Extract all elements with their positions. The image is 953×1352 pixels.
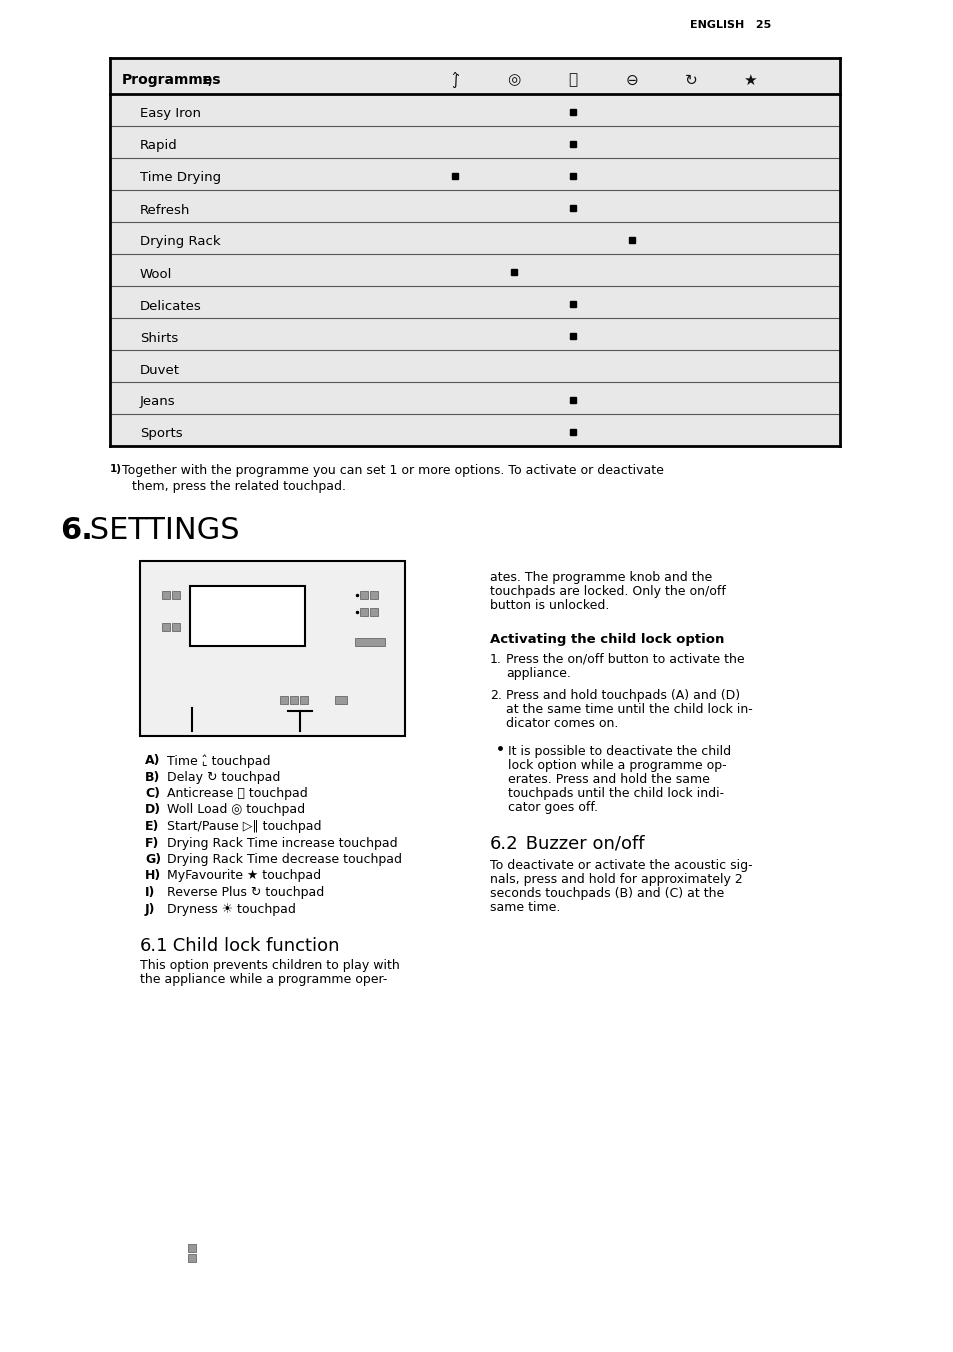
Bar	[110, 58, 840, 446]
Text: touchpads until the child lock indi-: touchpads until the child lock indi-	[507, 787, 723, 800]
Text: 6.2: 6.2	[490, 836, 518, 853]
Text: Delicates: Delicates	[140, 300, 201, 312]
Text: Sports: Sports	[140, 427, 182, 441]
Text: touchpads are locked. Only the on/off: touchpads are locked. Only the on/off	[490, 585, 725, 598]
Bar	[188, 1244, 195, 1252]
Text: G): G)	[145, 853, 161, 867]
Bar	[172, 623, 180, 631]
Text: the appliance while a programme oper-: the appliance while a programme oper-	[140, 973, 387, 986]
Bar	[359, 608, 368, 617]
Text: A): A)	[145, 754, 160, 767]
Bar	[290, 696, 297, 704]
Text: H): H)	[145, 869, 161, 883]
Text: It is possible to deactivate the child: It is possible to deactivate the child	[507, 745, 730, 758]
Text: cator goes off.: cator goes off.	[507, 800, 598, 814]
Text: Easy Iron: Easy Iron	[140, 108, 201, 120]
Text: H: H	[190, 714, 200, 727]
Text: Child lock function: Child lock function	[167, 937, 339, 955]
Text: 1): 1)	[202, 76, 213, 87]
Text: them, press the related touchpad.: them, press the related touchpad.	[132, 480, 346, 493]
Text: F): F)	[145, 837, 159, 849]
Text: Delay ↻ touchpad: Delay ↻ touchpad	[167, 771, 280, 784]
Bar	[162, 623, 170, 631]
Bar	[172, 591, 180, 599]
Text: D: D	[387, 619, 396, 633]
Text: E): E)	[145, 821, 159, 833]
Bar	[370, 608, 377, 617]
Text: Start/Pause ▷‖ touchpad: Start/Pause ▷‖ touchpad	[167, 821, 321, 833]
Text: I): I)	[145, 886, 155, 899]
Text: lock option while a programme op-: lock option while a programme op-	[507, 758, 726, 772]
Text: Buzzer on/off: Buzzer on/off	[519, 836, 644, 853]
Text: Wool: Wool	[140, 268, 172, 280]
Text: seconds touchpads (B) and (C) at the: seconds touchpads (B) and (C) at the	[490, 887, 723, 900]
Text: ◎: ◎	[507, 73, 520, 88]
Text: To deactivate or activate the acoustic sig-: To deactivate or activate the acoustic s…	[490, 859, 752, 872]
Text: 6.1: 6.1	[140, 937, 169, 955]
Bar	[190, 585, 305, 646]
Bar	[140, 561, 405, 735]
Text: C): C)	[145, 787, 160, 800]
Text: 1): 1)	[110, 464, 122, 475]
Text: erates. Press and hold the same: erates. Press and hold the same	[507, 773, 709, 786]
Text: 1.: 1.	[490, 653, 501, 667]
Bar	[299, 696, 308, 704]
Text: MyFavourite ★ touchpad: MyFavourite ★ touchpad	[167, 869, 321, 883]
Text: dicator comes on.: dicator comes on.	[505, 717, 618, 730]
Text: Drying Rack: Drying Rack	[140, 235, 220, 249]
Text: 2.: 2.	[490, 690, 501, 702]
Text: G: G	[285, 714, 294, 727]
Text: Together with the programme you can set 1 or more options. To activate or deacti: Together with the programme you can set …	[122, 464, 663, 477]
Text: C: C	[388, 607, 396, 619]
Text: Time ⌞̂̂̂ touchpad: Time ⌞̂̂̂ touchpad	[167, 754, 271, 768]
Text: button is unlocked.: button is unlocked.	[490, 599, 609, 612]
Text: same time.: same time.	[490, 900, 559, 914]
Text: ∫̂: ∫̂	[451, 72, 458, 88]
Text: B): B)	[145, 771, 160, 784]
Text: I: I	[148, 619, 152, 633]
Text: Programmes: Programmes	[122, 73, 221, 87]
Text: J: J	[148, 589, 152, 603]
Bar	[355, 638, 385, 646]
Bar	[335, 696, 347, 704]
Text: Refresh: Refresh	[140, 204, 191, 216]
Text: Shirts: Shirts	[140, 331, 178, 345]
Text: Jeans: Jeans	[140, 396, 175, 408]
Text: Dryness ☀ touchpad: Dryness ☀ touchpad	[167, 903, 295, 915]
Text: at the same time until the child lock in-: at the same time until the child lock in…	[505, 703, 752, 717]
Text: B: B	[388, 589, 396, 603]
Text: Activating the child lock option: Activating the child lock option	[490, 633, 723, 646]
Bar	[280, 696, 288, 704]
Text: SETTINGS: SETTINGS	[80, 516, 239, 545]
Text: J): J)	[145, 903, 155, 915]
Text: appliance.: appliance.	[505, 667, 570, 680]
Text: Drying Rack Time increase touchpad: Drying Rack Time increase touchpad	[167, 837, 397, 849]
Text: D): D)	[145, 803, 161, 817]
Text: Anticrease Ⓣ touchpad: Anticrease Ⓣ touchpad	[167, 787, 308, 800]
Text: Ⓣ: Ⓣ	[568, 73, 577, 88]
Bar	[370, 591, 377, 599]
Text: Woll Load ◎ touchpad: Woll Load ◎ touchpad	[167, 803, 305, 817]
Text: E: E	[389, 634, 396, 648]
Text: ates. The programme knob and the: ates. The programme knob and the	[490, 571, 712, 584]
Text: Press and hold touchpads (A) and (D): Press and hold touchpads (A) and (D)	[505, 690, 740, 702]
Text: F: F	[331, 714, 338, 727]
Text: Duvet: Duvet	[140, 364, 180, 376]
Text: Time Drying: Time Drying	[140, 172, 221, 184]
Bar	[188, 1255, 195, 1261]
Bar	[162, 591, 170, 599]
Text: ↻: ↻	[684, 73, 697, 88]
Text: ★: ★	[742, 73, 756, 88]
Text: A: A	[388, 572, 396, 585]
Text: Press the on/off button to activate the: Press the on/off button to activate the	[505, 653, 744, 667]
Text: 6.: 6.	[60, 516, 92, 545]
Text: Drying Rack Time decrease touchpad: Drying Rack Time decrease touchpad	[167, 853, 401, 867]
Text: This option prevents children to play with: This option prevents children to play wi…	[140, 959, 399, 972]
Text: ⊖: ⊖	[625, 73, 638, 88]
Text: Rapid: Rapid	[140, 139, 177, 153]
Bar	[359, 591, 368, 599]
Text: Reverse Plus ↻ touchpad: Reverse Plus ↻ touchpad	[167, 886, 324, 899]
Text: nals, press and hold for approximately 2: nals, press and hold for approximately 2	[490, 873, 742, 886]
Text: ENGLISH   25: ENGLISH 25	[689, 20, 770, 30]
